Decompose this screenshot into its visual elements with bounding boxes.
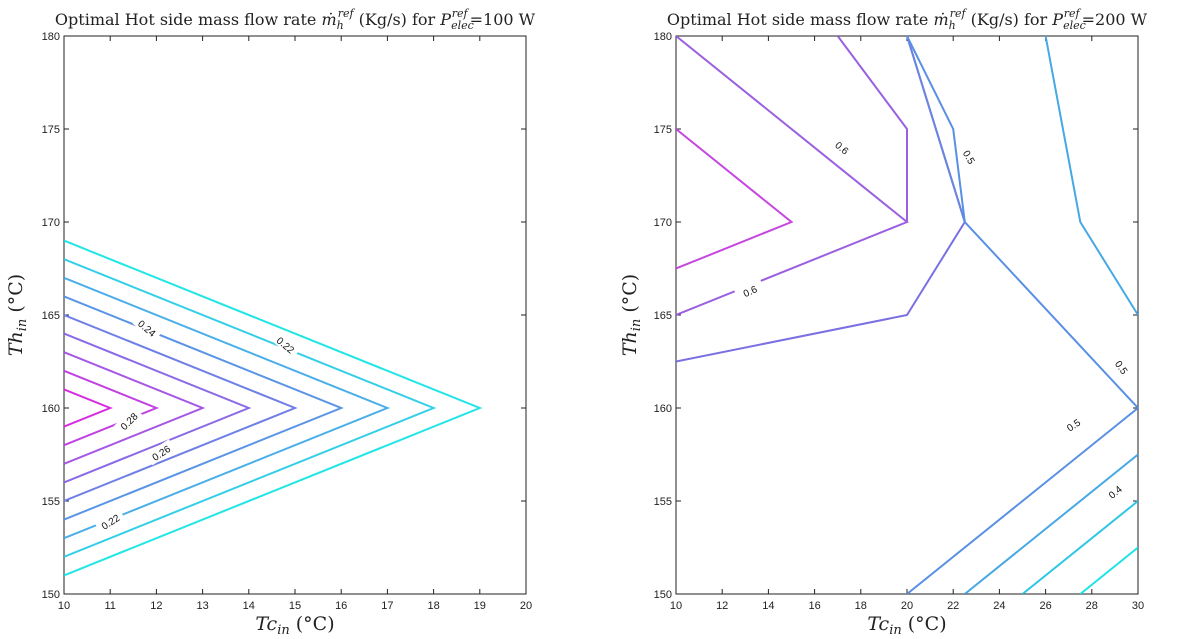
- x-tick-label: 13: [196, 600, 208, 612]
- x-tick-label: 17: [381, 600, 393, 612]
- x-tick-label: 15: [289, 600, 301, 612]
- y-tick-label: 180: [42, 31, 60, 43]
- contour-line: [64, 351, 206, 465]
- contour-line: [1021, 500, 1138, 594]
- y-tick-label: 150: [42, 589, 60, 601]
- y-tick-label: 150: [654, 589, 672, 601]
- y-tick-label: 175: [654, 124, 672, 136]
- contour-line: [64, 276, 391, 540]
- contour-label-gap: [734, 278, 766, 303]
- contour-line: [676, 128, 794, 270]
- x-tick-label: 28: [1086, 600, 1098, 612]
- x-tick-label: 20: [901, 600, 913, 612]
- x-tick-label: 18: [427, 600, 439, 612]
- x-tick-label: 26: [1039, 600, 1051, 612]
- contour-label-gap: [1057, 411, 1089, 438]
- contour-line: [906, 36, 966, 223]
- y-tick-label: 165: [42, 310, 60, 322]
- contour-line: [964, 453, 1138, 594]
- contour-lines: [676, 36, 1138, 594]
- x-tick-label: 30: [1132, 600, 1144, 612]
- x-tick-label: 12: [716, 600, 728, 612]
- x-tick-label: 18: [855, 600, 867, 612]
- x-tick-label: 10: [670, 600, 682, 612]
- contour-lines: [64, 239, 483, 577]
- chart-panel-1: 10 11 12 13 14 15 16 17 18 19 20 150 155 160 165 170 175…: [5, 7, 536, 638]
- contour-label-gap: [271, 330, 302, 359]
- chart-title: Optimal Hot side mass flow rate ṁhref (K…: [667, 7, 1148, 32]
- contour-line: [64, 258, 437, 558]
- chart-title: Optimal Hot side mass flow rate ṁhref (K…: [55, 7, 536, 32]
- contour-line: [64, 314, 298, 502]
- x-tick-label: 19: [474, 600, 486, 612]
- y-tick-label: 160: [42, 403, 60, 415]
- y-tick-label: 170: [654, 217, 672, 229]
- y-tick-label: 155: [42, 496, 60, 508]
- y-axis-label: Thin (°C): [619, 274, 644, 356]
- contour-line: [64, 239, 483, 577]
- contour-label-gap: [94, 508, 126, 535]
- x-tick-label: 22: [947, 600, 959, 612]
- contour-label-group: 0.6: [734, 278, 766, 303]
- y-tick-label: 165: [654, 310, 672, 322]
- contour-line: [836, 36, 908, 222]
- x-axis-label: Tcin (°C): [867, 613, 946, 638]
- contour-label: 0.6: [742, 284, 760, 300]
- contour-label-gap: [1108, 351, 1136, 383]
- x-tick-label: 20: [520, 600, 532, 612]
- contour-line: [64, 388, 113, 428]
- contour-line: [64, 369, 160, 447]
- y-tick-label: 155: [654, 496, 672, 508]
- x-tick-label: 10: [58, 600, 70, 612]
- x-tick-label: 16: [335, 600, 347, 612]
- contour-label-gap: [957, 141, 983, 173]
- y-tick-label: 180: [654, 31, 672, 43]
- x-tick-label: 16: [808, 600, 820, 612]
- contour-line: [1079, 546, 1138, 594]
- y-axis-label: Thin (°C): [5, 274, 30, 356]
- x-tick-label: 11: [104, 600, 115, 612]
- contour-line: [906, 36, 1138, 594]
- x-tick-label: 14: [243, 600, 255, 612]
- x-axis-label: Tcin (°C): [255, 613, 334, 638]
- x-tick-label: 12: [150, 600, 162, 612]
- contour-label-gap: [1099, 477, 1130, 506]
- contour-label-gap: [145, 439, 177, 466]
- contour-line: [64, 332, 252, 484]
- chart-panel-2: 10 12 14 16 18 20 22 24 26 28 30 150 155 160 165 170 175…: [619, 7, 1148, 638]
- y-tick-label: 160: [654, 403, 672, 415]
- contour-line: [1044, 36, 1138, 316]
- contour-label-gap: [113, 406, 143, 436]
- contour-label-gap: [132, 313, 163, 342]
- y-tick-label: 175: [42, 124, 60, 136]
- contour-label-gap: [827, 133, 858, 162]
- x-tick-label: 14: [762, 600, 774, 612]
- x-tick-label: 24: [993, 600, 1005, 612]
- y-tick-label: 170: [42, 217, 60, 229]
